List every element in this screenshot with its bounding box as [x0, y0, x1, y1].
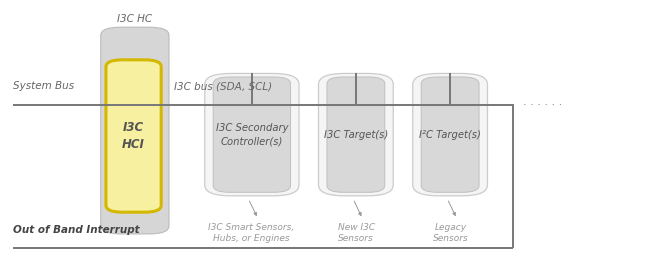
Text: I3C bus (SDA, SCL): I3C bus (SDA, SCL): [174, 81, 272, 91]
Text: I3C Target(s): I3C Target(s): [324, 130, 388, 140]
Text: New I3C
Sensors: New I3C Sensors: [337, 223, 375, 243]
Text: Legacy
Sensors: Legacy Sensors: [433, 223, 468, 243]
Text: I3C Smart Sensors,
Hubs, or Engines: I3C Smart Sensors, Hubs, or Engines: [209, 223, 294, 243]
Text: Out of Band Interrupt: Out of Band Interrupt: [13, 225, 140, 235]
Text: I3C Secondary
Controller(s): I3C Secondary Controller(s): [216, 123, 288, 146]
FancyBboxPatch shape: [327, 77, 385, 192]
Text: I²C Target(s): I²C Target(s): [419, 130, 481, 140]
Text: System Bus: System Bus: [13, 81, 74, 91]
FancyBboxPatch shape: [101, 27, 169, 234]
Text: I3C HC: I3C HC: [117, 14, 153, 24]
FancyBboxPatch shape: [213, 77, 291, 192]
FancyBboxPatch shape: [205, 73, 299, 196]
Text: · · · · · ·: · · · · · ·: [523, 100, 562, 110]
FancyBboxPatch shape: [413, 73, 488, 196]
FancyBboxPatch shape: [421, 77, 479, 192]
FancyBboxPatch shape: [106, 60, 161, 212]
Text: I3C
HCI: I3C HCI: [122, 121, 145, 151]
FancyBboxPatch shape: [318, 73, 393, 196]
